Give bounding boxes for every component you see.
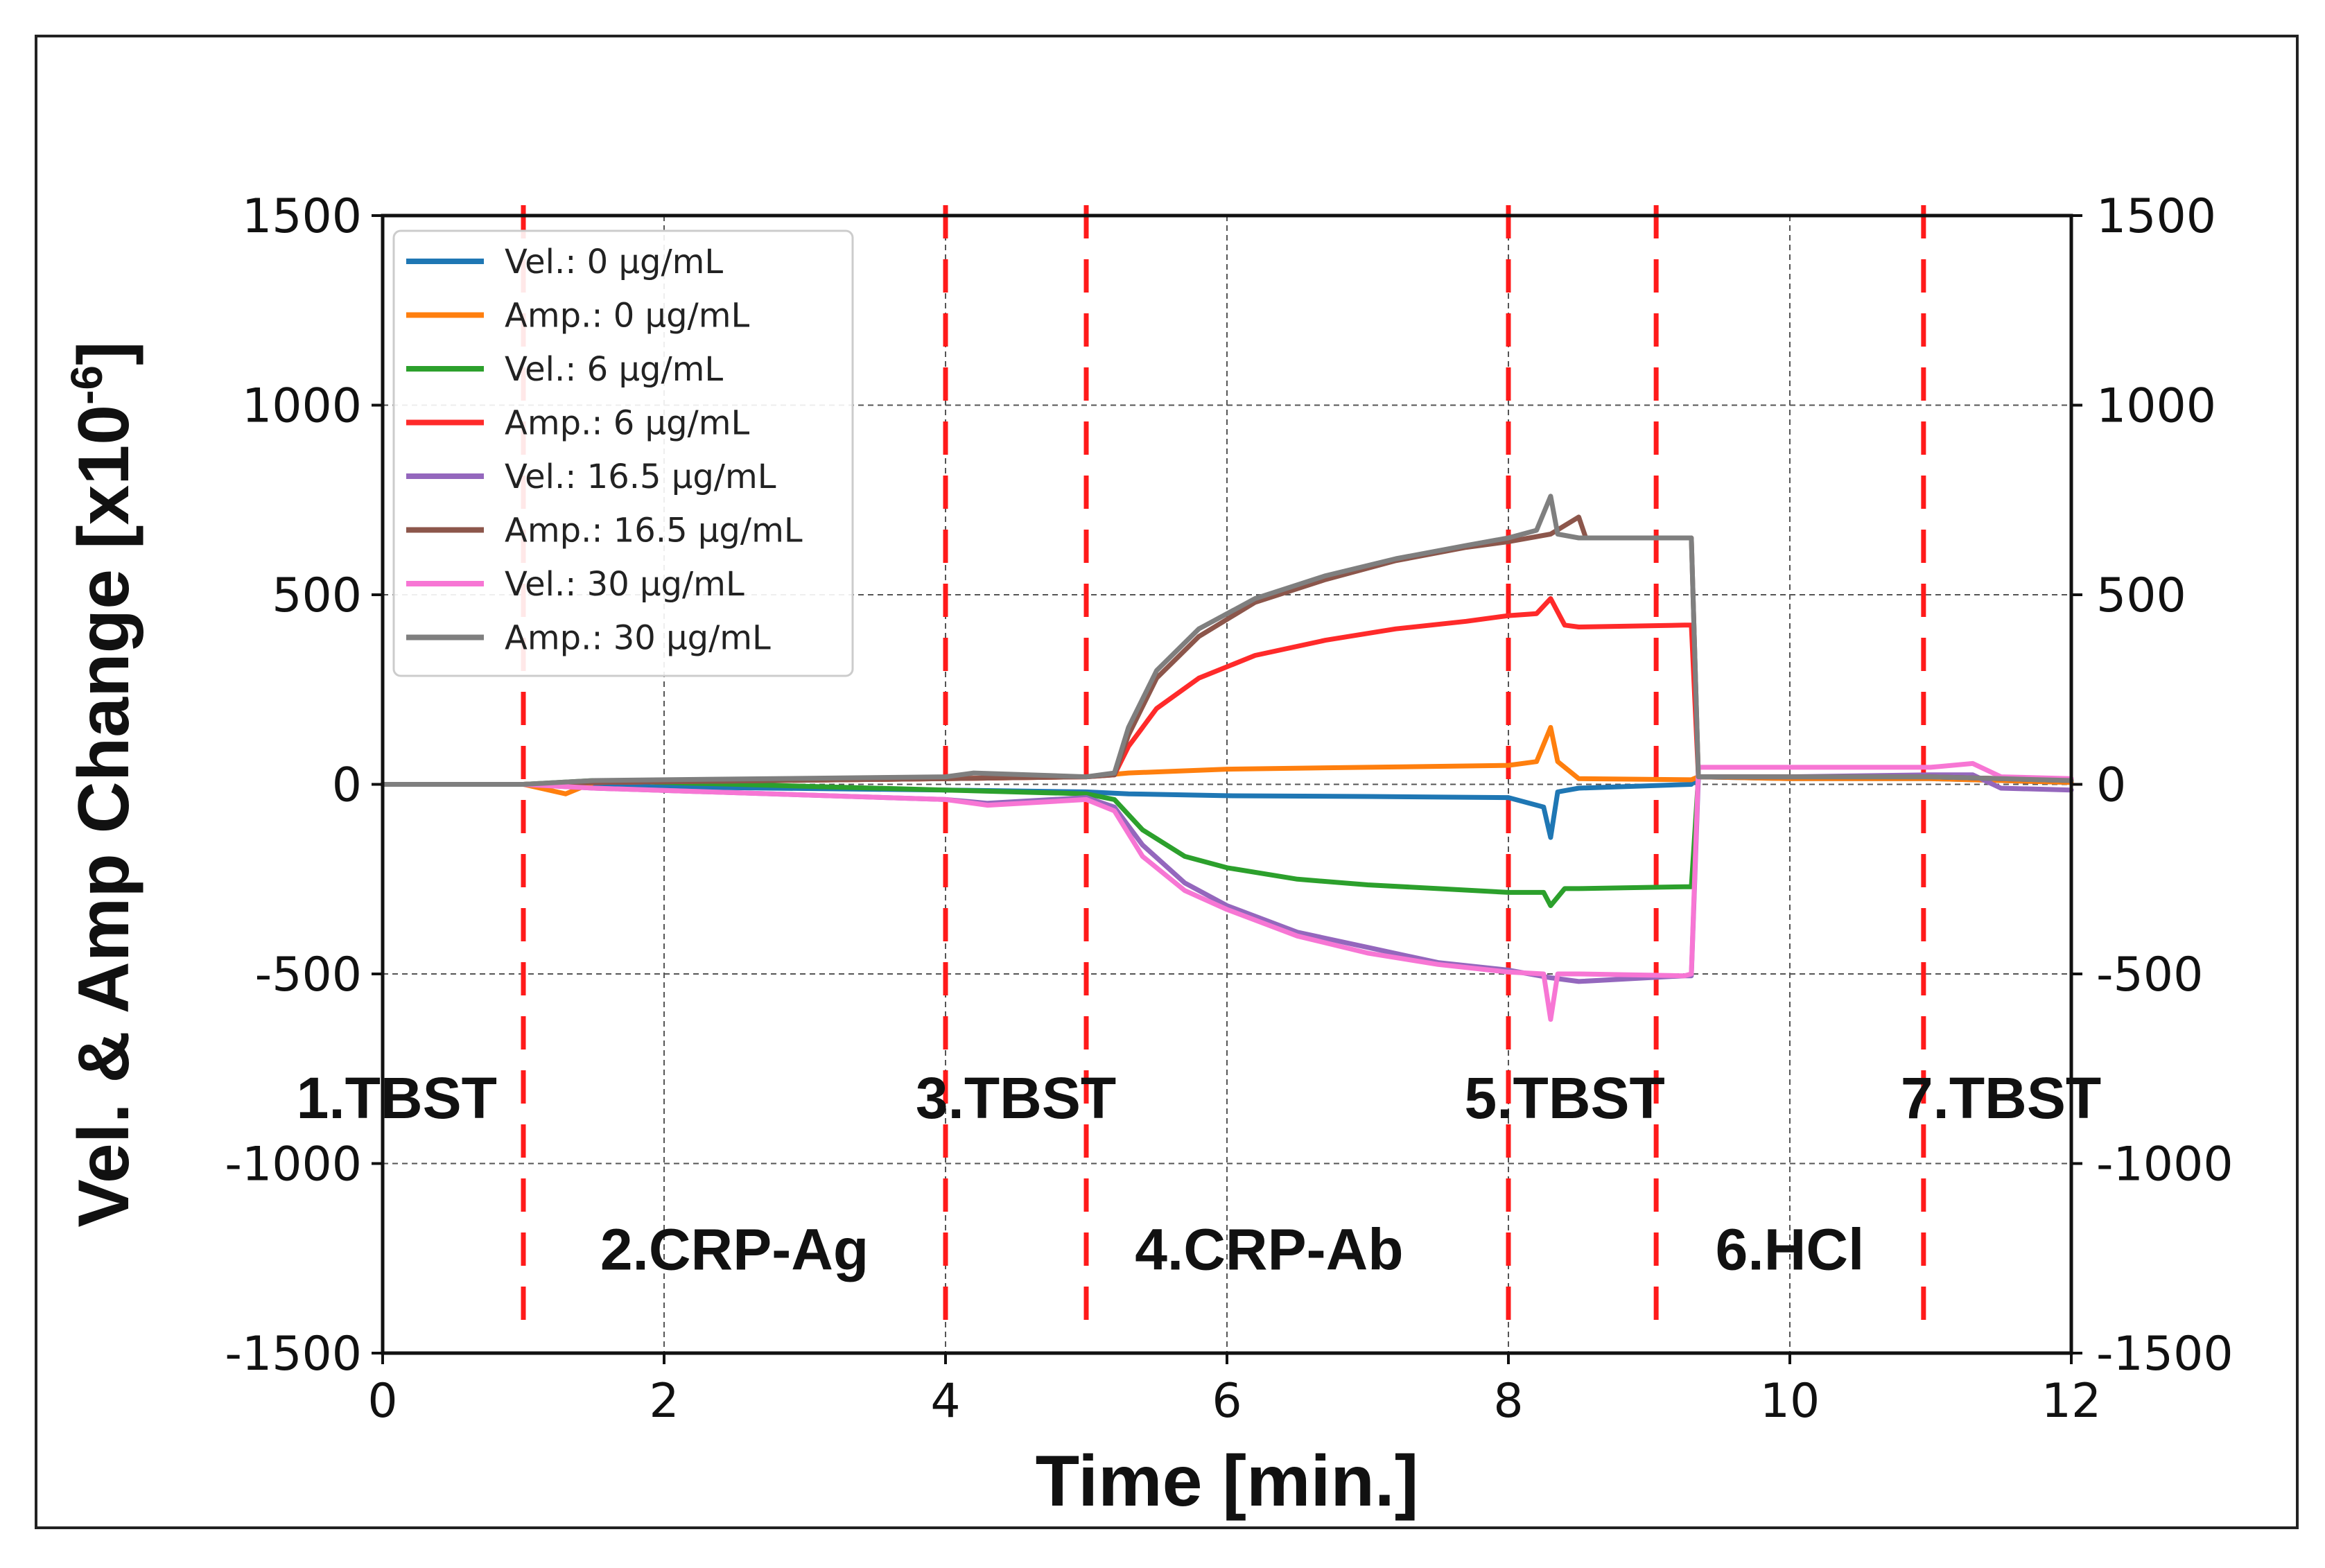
y-tick-label-right: -1500	[2096, 1327, 2233, 1382]
y-tick-label-left: 1000	[242, 379, 362, 434]
y-axis-title-close: ]	[64, 341, 144, 365]
x-tick-label: 12	[2041, 1374, 2102, 1429]
phase-label: 4.CRP-Ab	[1135, 1217, 1403, 1282]
series-line-7	[380, 760, 2074, 1022]
legend: Vel.: 0 μg/mL Amp.: 0 μg/mL Vel.: 6 μg/mL A…	[392, 229, 854, 677]
legend-label: Amp.: 0 μg/mL	[505, 297, 749, 336]
y-axis-title-text: Vel. & Amp Change [x10	[64, 405, 144, 1228]
y-tick-label-left: 0	[332, 758, 362, 813]
y-tick-label-left: -1500	[225, 1327, 362, 1382]
legend-label: Vel.: 6 μg/mL	[505, 350, 723, 389]
x-axis-title: Time [min.]	[1036, 1441, 1419, 1522]
x-tick-label: 0	[367, 1374, 397, 1429]
legend-label: Vel.: 30 μg/mL	[505, 565, 744, 604]
y-tick-label-right: 500	[2096, 568, 2186, 623]
y-tick-label-left: -1000	[225, 1138, 362, 1192]
y-tick-label-right: 1000	[2096, 379, 2216, 434]
x-tick-label: 2	[649, 1374, 679, 1429]
legend-label: Amp.: 16.5 μg/mL	[505, 512, 803, 550]
phase-label: 1.TBST	[297, 1065, 497, 1131]
y-axis-title: Vel. & Amp Change [x10-6]	[62, 341, 144, 1227]
y-axis-title-exponent: -6	[62, 365, 112, 405]
x-tick-label: 10	[1760, 1374, 1820, 1429]
x-tick-label: 8	[1493, 1374, 1523, 1429]
phase-labels: 1.TBST 2.CRP-Ag 3.TBST 4.CRP-Ab 5.TBST 6.HCl 7…	[297, 1065, 2102, 1282]
series-line-8	[380, 494, 2074, 787]
legend-label: Vel.: 16.5 μg/mL	[505, 458, 776, 496]
legend-label: Amp.: 6 μg/mL	[505, 404, 749, 443]
phase-label: 6.HCl	[1716, 1217, 1865, 1282]
legend-box	[392, 229, 854, 677]
y-tick-label-right: 1500	[2096, 189, 2216, 244]
y-tick-label-right: -500	[2096, 948, 2203, 1002]
phase-label: 2.CRP-Ag	[600, 1217, 869, 1282]
y-tick-label-left: 1500	[242, 189, 362, 244]
phase-label: 5.TBST	[1465, 1065, 1665, 1131]
y-tick-label-right: -1000	[2096, 1138, 2233, 1192]
legend-label: Vel.: 0 μg/mL	[505, 243, 723, 281]
y-tick-label-left: -500	[255, 948, 362, 1002]
series-lines	[380, 494, 2074, 1022]
legend-label: Amp.: 30 μg/mL	[505, 619, 771, 658]
phase-label: 7.TBST	[1901, 1065, 2101, 1131]
y-tick-label-right: 0	[2096, 758, 2126, 813]
x-tick-label: 4	[930, 1374, 960, 1429]
x-tick-label: 6	[1212, 1374, 1242, 1429]
phase-label: 3.TBST	[916, 1065, 1116, 1131]
y-tick-label-left: 500	[272, 568, 362, 623]
